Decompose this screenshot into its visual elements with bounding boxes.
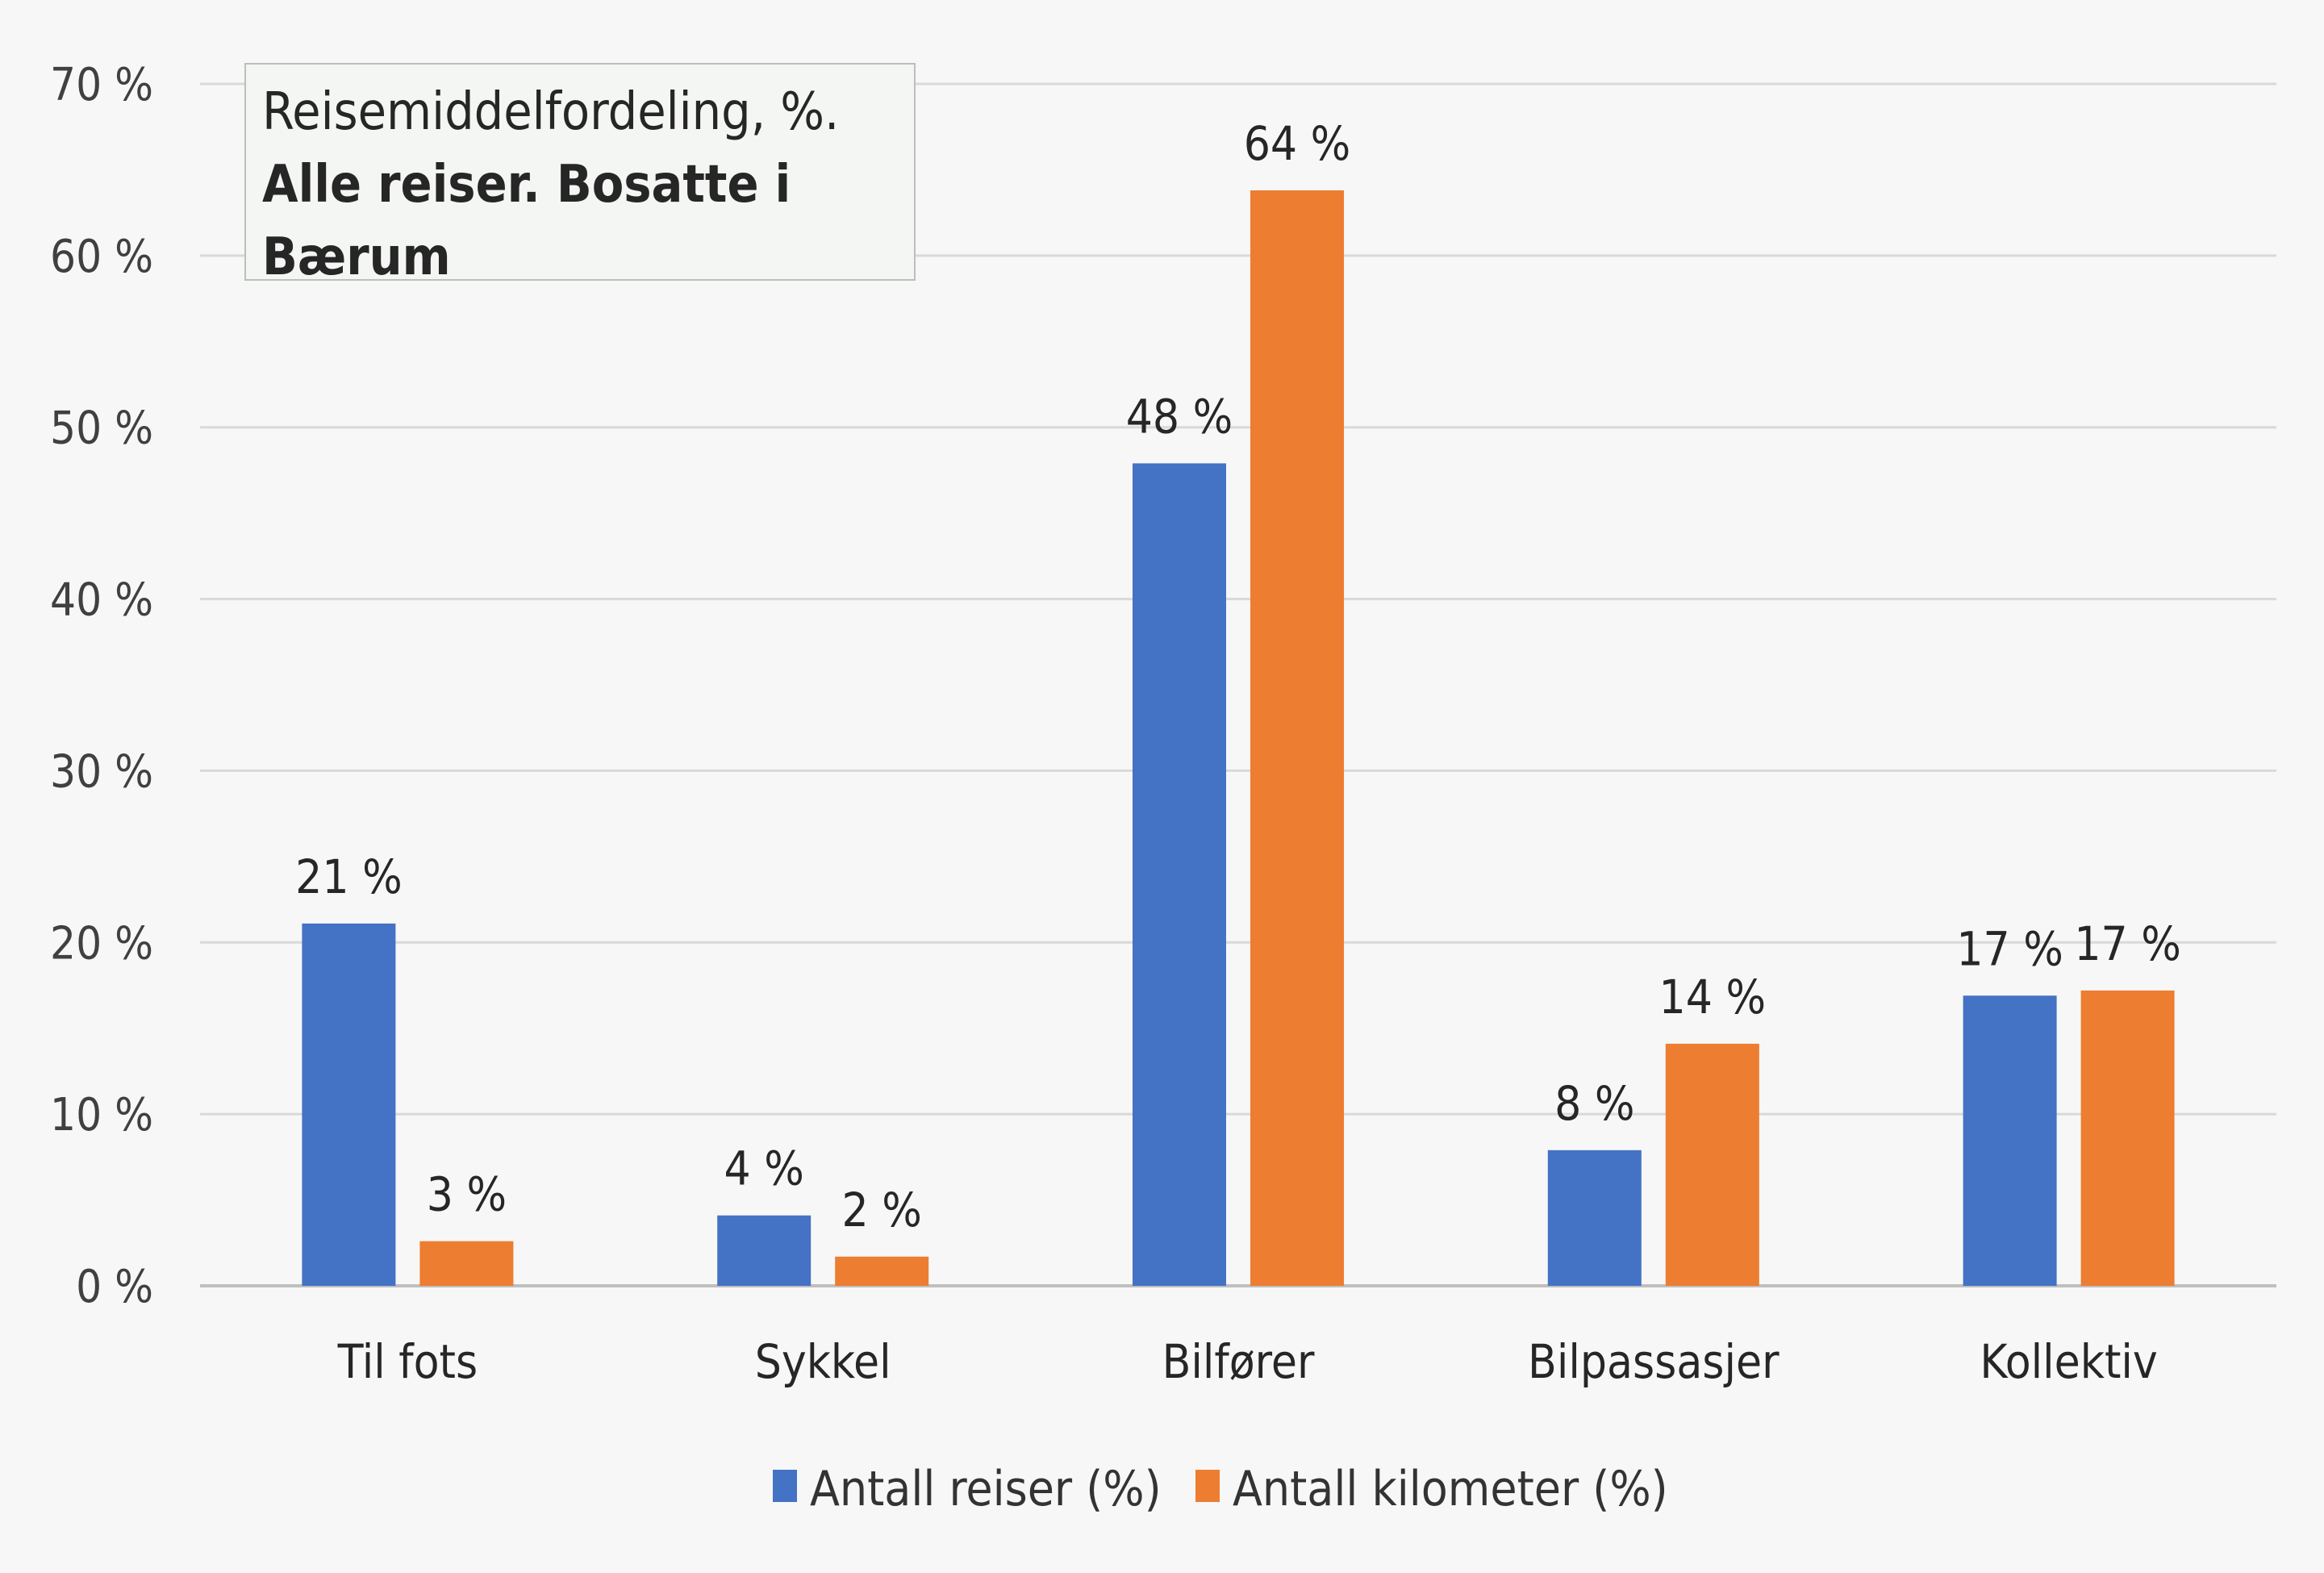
bar-reiser — [717, 1215, 812, 1286]
bar-reiser — [1963, 995, 2057, 1286]
bar-kilometer — [2080, 990, 2175, 1286]
category-label: Sykkel — [755, 1334, 891, 1389]
y-tick-label: 70 % — [50, 59, 153, 111]
chart-title: Reisemiddelfordeling, %. — [262, 82, 840, 142]
category-label: Bilfører — [1162, 1334, 1315, 1389]
bar-kilometer — [1665, 1043, 1759, 1286]
x-axis-categories: Til fots Sykkel Bilfører Bilpassasjer Kollek… — [337, 1334, 2158, 1389]
legend-label: Antall reiser (%) — [810, 1461, 1162, 1517]
legend-swatch — [1195, 1470, 1220, 1502]
category-label: Bilpassasjer — [1528, 1334, 1780, 1389]
bar-kilometer — [835, 1256, 929, 1286]
y-axis-ticks: 0 % 10 % 20 % 30 % 40 % 50 % 60 % 70 % — [50, 59, 153, 1313]
data-label: 8 % — [1554, 1076, 1634, 1131]
bar-kilometer — [1250, 190, 1344, 1286]
bar-reiser — [302, 923, 396, 1286]
chart-title-box: Reisemiddelfordeling, %. Alle reiser. Bo… — [244, 63, 916, 287]
bars — [302, 190, 2175, 1286]
data-label: 17 % — [2074, 916, 2181, 971]
legend-label: Antall kilometer (%) — [1233, 1461, 1668, 1517]
y-tick-label: 0 % — [76, 1261, 153, 1313]
data-label: 4 % — [724, 1141, 804, 1196]
chart-subtitle: Alle reiser. Bosatte i Bærum — [262, 155, 791, 287]
data-label: 2 % — [842, 1183, 922, 1237]
data-label: 3 % — [427, 1167, 507, 1222]
y-tick-label: 60 % — [50, 231, 153, 283]
data-label: 21 % — [295, 849, 403, 904]
data-label: 17 % — [1956, 921, 2063, 976]
data-label: 14 % — [1659, 970, 1767, 1024]
data-label: 48 % — [1126, 389, 1233, 444]
bar-reiser — [1133, 463, 1226, 1286]
category-label: Til fots — [337, 1334, 478, 1389]
data-label: 64 % — [1244, 116, 1351, 171]
legend-swatch — [773, 1470, 797, 1502]
y-tick-label: 20 % — [50, 917, 153, 970]
bar-kilometer — [419, 1241, 514, 1286]
category-label: Kollektiv — [1980, 1334, 2157, 1389]
y-tick-label: 40 % — [50, 574, 153, 627]
data-labels: 21 % 3 % 4 % 2 % 48 % 64 % 8 % 14 % 17 % 17 % — [295, 116, 2181, 1237]
y-tick-label: 10 % — [50, 1089, 153, 1141]
y-tick-label: 50 % — [50, 403, 153, 455]
legend: Antall reiser (%) Antall kilometer (%) — [773, 1461, 1668, 1517]
bar-reiser — [1547, 1150, 1642, 1286]
y-tick-label: 30 % — [50, 745, 153, 798]
